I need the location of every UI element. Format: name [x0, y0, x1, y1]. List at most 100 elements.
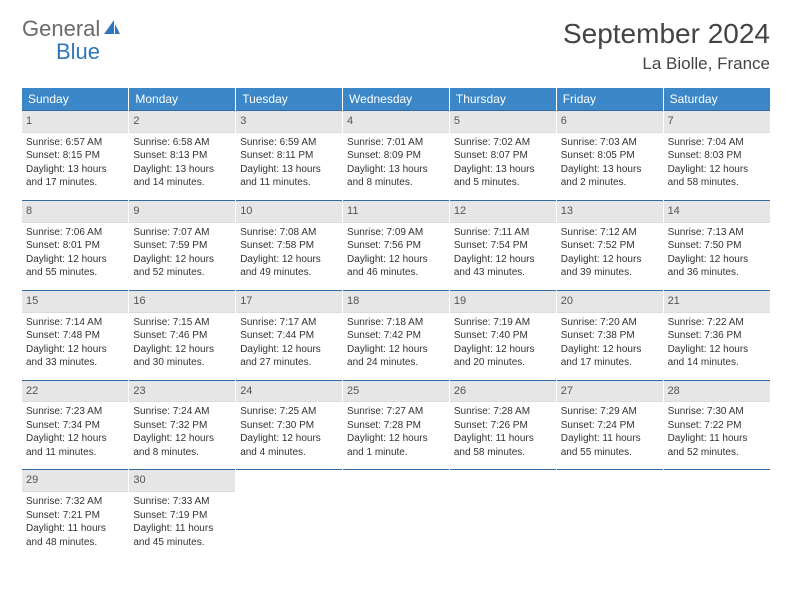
page-header: General Blue September 2024 La Biolle, F…: [22, 18, 770, 74]
daylight-text: Daylight: 13 hours and 2 minutes.: [561, 163, 659, 190]
sunset-text: Sunset: 7:52 PM: [561, 239, 659, 253]
daylight-text: Daylight: 12 hours and 33 minutes.: [26, 343, 124, 370]
day-number: 30: [129, 470, 235, 492]
sunset-text: Sunset: 7:28 PM: [347, 419, 445, 433]
day-number: 17: [236, 291, 342, 313]
sunrise-text: Sunrise: 7:14 AM: [26, 316, 124, 330]
sunset-text: Sunset: 7:32 PM: [133, 419, 231, 433]
sunrise-text: Sunrise: 7:15 AM: [133, 316, 231, 330]
weekday-header: Friday: [556, 88, 663, 111]
daylight-text: Daylight: 12 hours and 14 minutes.: [668, 343, 766, 370]
day-number: 10: [236, 201, 342, 223]
calendar-day-cell: 24 Sunrise: 7:25 AMSunset: 7:30 PMDayligh…: [236, 380, 343, 470]
calendar-day-cell: 7Sunrise: 7:04 AMSunset: 8:03 PMDaylight…: [663, 111, 770, 201]
calendar-day-cell: 22 Sunrise: 7:23 AMSunset: 7:34 PMDayligh…: [22, 380, 129, 470]
day-number: 5: [450, 111, 556, 133]
sunset-text: Sunset: 7:50 PM: [668, 239, 766, 253]
calendar-day-cell: 11Sunrise: 7:09 AMSunset: 7:56 PMDayligh…: [343, 200, 450, 290]
sunrise-text: Sunrise: 7:01 AM: [347, 136, 445, 150]
calendar-day-cell: 23 Sunrise: 7:24 AMSunset: 7:32 PMDayligh…: [129, 380, 236, 470]
sunrise-text: Sunrise: 7:02 AM: [454, 136, 552, 150]
day-number: 24: [236, 381, 342, 403]
logo-sail-icon: [102, 23, 122, 40]
daylight-text: Daylight: 12 hours and 58 minutes.: [668, 163, 766, 190]
calendar-day-cell: 4Sunrise: 7:01 AMSunset: 8:09 PMDaylight…: [343, 111, 450, 201]
daylight-text: Daylight: 12 hours and 39 minutes.: [561, 253, 659, 280]
sunset-text: Sunset: 7:19 PM: [133, 509, 231, 523]
daylight-text: Daylight: 11 hours and 48 minutes.: [26, 522, 124, 549]
calendar-table: Sunday Monday Tuesday Wednesday Thursday…: [22, 88, 770, 559]
day-number: 20: [557, 291, 663, 313]
calendar-day-cell: .: [343, 470, 450, 559]
calendar-day-cell: .: [236, 470, 343, 559]
sunrise-text: Sunrise: 7:25 AM: [240, 405, 338, 419]
day-number: 22: [22, 381, 128, 403]
weekday-header: Wednesday: [343, 88, 450, 111]
daylight-text: Daylight: 11 hours and 55 minutes.: [561, 432, 659, 459]
sunrise-text: Sunrise: 7:06 AM: [26, 226, 124, 240]
calendar-day-cell: 1Sunrise: 6:57 AMSunset: 8:15 PMDaylight…: [22, 111, 129, 201]
day-number: 23: [129, 381, 235, 403]
day-number: 21: [664, 291, 770, 313]
calendar-day-cell: 19Sunrise: 7:19 AMSunset: 7:40 PMDayligh…: [449, 290, 556, 380]
sunset-text: Sunset: 7:59 PM: [133, 239, 231, 253]
calendar-day-cell: 13Sunrise: 7:12 AMSunset: 7:52 PMDayligh…: [556, 200, 663, 290]
day-number: 2: [129, 111, 235, 133]
weekday-header: Sunday: [22, 88, 129, 111]
calendar-day-cell: 18Sunrise: 7:18 AMSunset: 7:42 PMDayligh…: [343, 290, 450, 380]
daylight-text: Daylight: 13 hours and 5 minutes.: [454, 163, 552, 190]
daylight-text: Daylight: 12 hours and 11 minutes.: [26, 432, 124, 459]
daylight-text: Daylight: 12 hours and 46 minutes.: [347, 253, 445, 280]
weekday-header: Thursday: [449, 88, 556, 111]
daylight-text: Daylight: 11 hours and 45 minutes.: [133, 522, 231, 549]
calendar-day-cell: 26Sunrise: 7:28 AMSunset: 7:26 PMDayligh…: [449, 380, 556, 470]
daylight-text: Daylight: 13 hours and 11 minutes.: [240, 163, 338, 190]
day-number: 7: [664, 111, 770, 133]
day-number: 6: [557, 111, 663, 133]
calendar-day-cell: .: [556, 470, 663, 559]
sunset-text: Sunset: 7:34 PM: [26, 419, 124, 433]
daylight-text: Daylight: 12 hours and 1 minute.: [347, 432, 445, 459]
daylight-text: Daylight: 12 hours and 4 minutes.: [240, 432, 338, 459]
calendar-day-cell: 6Sunrise: 7:03 AMSunset: 8:05 PMDaylight…: [556, 111, 663, 201]
weekday-header: Monday: [129, 88, 236, 111]
weekday-header-row: Sunday Monday Tuesday Wednesday Thursday…: [22, 88, 770, 111]
sunset-text: Sunset: 8:15 PM: [26, 149, 124, 163]
sunrise-text: Sunrise: 7:32 AM: [26, 495, 124, 509]
sunrise-text: Sunrise: 7:33 AM: [133, 495, 231, 509]
month-title: September 2024: [563, 18, 770, 50]
daylight-text: Daylight: 12 hours and 36 minutes.: [668, 253, 766, 280]
calendar-week-row: 29Sunrise: 7:32 AMSunset: 7:21 PMDayligh…: [22, 470, 770, 559]
day-number: 1: [22, 111, 128, 133]
sunrise-text: Sunrise: 7:28 AM: [454, 405, 552, 419]
daylight-text: Daylight: 12 hours and 8 minutes.: [133, 432, 231, 459]
calendar-day-cell: 15Sunrise: 7:14 AMSunset: 7:48 PMDayligh…: [22, 290, 129, 380]
sunrise-text: Sunrise: 7:23 AM: [26, 405, 124, 419]
sunset-text: Sunset: 7:30 PM: [240, 419, 338, 433]
day-number: 11: [343, 201, 449, 223]
day-number: 9: [129, 201, 235, 223]
calendar-day-cell: .: [449, 470, 556, 559]
sunrise-text: Sunrise: 7:03 AM: [561, 136, 659, 150]
sunset-text: Sunset: 7:42 PM: [347, 329, 445, 343]
calendar-day-cell: 17Sunrise: 7:17 AMSunset: 7:44 PMDayligh…: [236, 290, 343, 380]
calendar-day-cell: 3Sunrise: 6:59 AMSunset: 8:11 PMDaylight…: [236, 111, 343, 201]
daylight-text: Daylight: 12 hours and 55 minutes.: [26, 253, 124, 280]
calendar-day-cell: 29Sunrise: 7:32 AMSunset: 7:21 PMDayligh…: [22, 470, 129, 559]
sunset-text: Sunset: 7:44 PM: [240, 329, 338, 343]
day-number: 4: [343, 111, 449, 133]
sunrise-text: Sunrise: 7:19 AM: [454, 316, 552, 330]
sunrise-text: Sunrise: 7:24 AM: [133, 405, 231, 419]
daylight-text: Daylight: 13 hours and 17 minutes.: [26, 163, 124, 190]
calendar-day-cell: 30 Sunrise: 7:33 AMSunset: 7:19 PMDayligh…: [129, 470, 236, 559]
sunrise-text: Sunrise: 7:08 AM: [240, 226, 338, 240]
sunset-text: Sunset: 7:26 PM: [454, 419, 552, 433]
daylight-text: Daylight: 11 hours and 52 minutes.: [668, 432, 766, 459]
weekday-header: Tuesday: [236, 88, 343, 111]
location-label: La Biolle, France: [563, 54, 770, 74]
sunset-text: Sunset: 8:13 PM: [133, 149, 231, 163]
day-number: 25: [343, 381, 449, 403]
calendar-week-row: 8Sunrise: 7:06 AMSunset: 8:01 PMDaylight…: [22, 200, 770, 290]
daylight-text: Daylight: 12 hours and 49 minutes.: [240, 253, 338, 280]
sunrise-text: Sunrise: 7:11 AM: [454, 226, 552, 240]
